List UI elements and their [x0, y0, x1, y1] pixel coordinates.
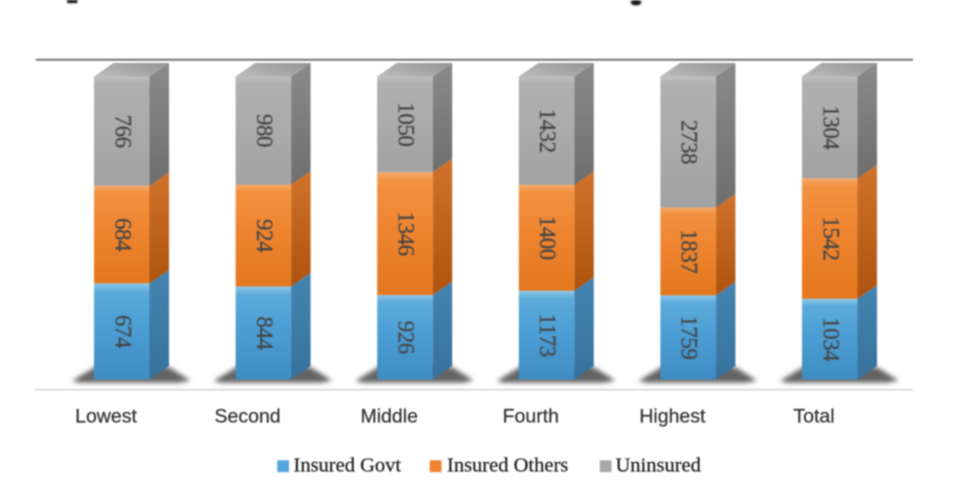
- svg-text:Fourth: Fourth: [503, 406, 559, 428]
- svg-text:1304: 1304: [818, 105, 843, 150]
- svg-text:926: 926: [393, 321, 418, 354]
- svg-text:Insured Others: Insured Others: [447, 455, 568, 477]
- svg-text:Lowest: Lowest: [75, 406, 137, 428]
- svg-text:Second: Second: [215, 406, 281, 428]
- svg-text:924: 924: [252, 219, 277, 253]
- svg-text:1542: 1542: [818, 217, 843, 261]
- svg-text:980: 980: [252, 114, 277, 147]
- svg-text:Highest: Highest: [639, 406, 706, 428]
- svg-text:684: 684: [110, 218, 135, 252]
- svg-text:Insured Govt: Insured Govt: [294, 455, 402, 477]
- svg-text:1034: 1034: [818, 317, 843, 362]
- svg-text:1050: 1050: [393, 102, 418, 146]
- svg-text:Middle: Middle: [360, 406, 417, 428]
- svg-text:766: 766: [110, 115, 135, 148]
- svg-text:1837: 1837: [677, 229, 702, 273]
- svg-text:1432: 1432: [535, 109, 560, 153]
- svg-text:844: 844: [252, 316, 277, 350]
- svg-text:2738: 2738: [677, 120, 702, 164]
- svg-text:Uninsured: Uninsured: [616, 455, 701, 477]
- svg-text:1346: 1346: [393, 212, 418, 256]
- svg-text:Total: Total: [793, 406, 834, 428]
- svg-text:674: 674: [110, 315, 135, 349]
- svg-text:1759: 1759: [677, 315, 702, 359]
- svg-text:1173: 1173: [535, 314, 560, 357]
- svg-text:1400: 1400: [535, 216, 560, 260]
